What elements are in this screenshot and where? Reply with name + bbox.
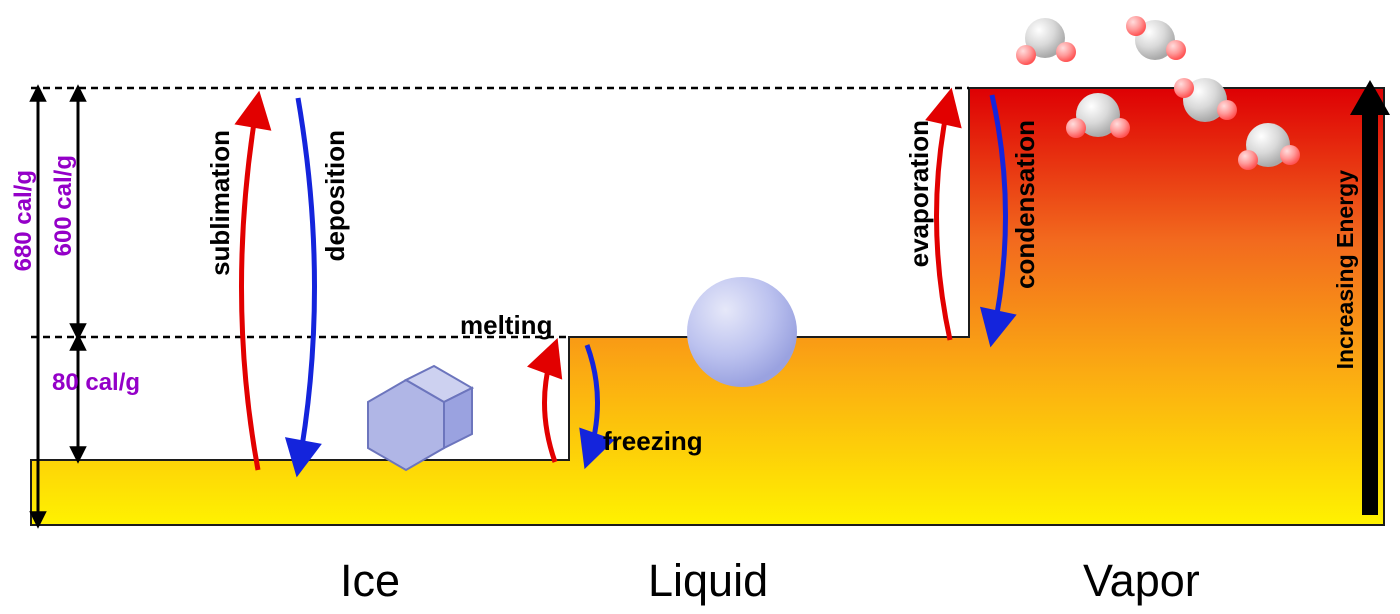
increasing-energy-label: Increasing Energy bbox=[1332, 170, 1359, 369]
sublimation-label: sublimation bbox=[205, 130, 236, 276]
freezing-label: freezing bbox=[603, 426, 703, 457]
melting-label: melting bbox=[460, 310, 552, 341]
deposition-arrow bbox=[298, 98, 315, 470]
condensation-label: condensation bbox=[1010, 120, 1041, 289]
energy-600-label: 600 cal/g bbox=[50, 155, 78, 256]
melting-arrow bbox=[545, 345, 556, 462]
evaporation-arrow bbox=[937, 95, 951, 340]
liquid-label: Liquid bbox=[648, 555, 768, 607]
ice-crystal-icon bbox=[368, 366, 472, 470]
sublimation-arrow bbox=[242, 98, 259, 470]
diagram-canvas bbox=[0, 0, 1400, 614]
energy-680-label: 680 cal/g bbox=[10, 170, 38, 271]
ice-label: Ice bbox=[340, 555, 400, 607]
energy-80-label: 80 cal/g bbox=[52, 369, 140, 397]
deposition-label: deposition bbox=[320, 130, 351, 261]
liquid-sphere-icon bbox=[687, 277, 797, 387]
vapor-label: Vapor bbox=[1083, 555, 1200, 607]
evaporation-label: evaporation bbox=[904, 120, 935, 267]
